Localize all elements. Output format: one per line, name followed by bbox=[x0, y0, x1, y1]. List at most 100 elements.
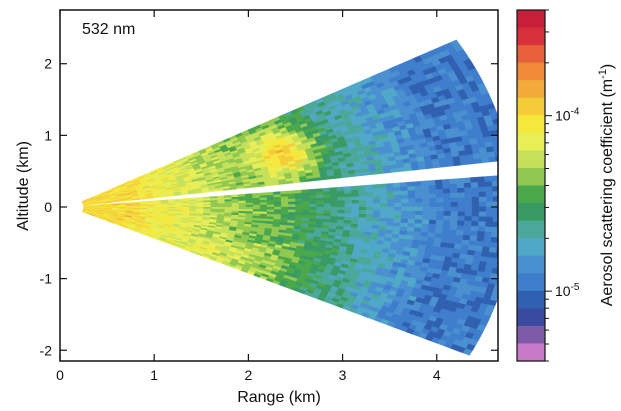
scan-cell bbox=[478, 201, 487, 207]
scan-cell bbox=[189, 206, 197, 209]
colorbar-segment bbox=[517, 273, 545, 292]
x-axis-label: Range (km) bbox=[237, 389, 321, 406]
scan-cell bbox=[486, 256, 496, 264]
x-tick-label: 3 bbox=[339, 367, 347, 383]
scan-cell bbox=[442, 224, 451, 230]
scan-cell bbox=[401, 206, 409, 211]
scan-cell bbox=[399, 226, 408, 232]
colorbar-tick-label: 10-4 bbox=[555, 107, 580, 124]
scan-cell bbox=[308, 215, 317, 219]
scan-cell bbox=[435, 223, 444, 230]
scan-cell bbox=[378, 183, 387, 189]
y-tick-label: -1 bbox=[40, 271, 53, 287]
scan-cell bbox=[295, 211, 303, 216]
scan-cell bbox=[500, 144, 508, 150]
scan-cell bbox=[405, 234, 414, 240]
scan-cell bbox=[407, 185, 416, 191]
scan-cell bbox=[449, 224, 458, 230]
scan-cell bbox=[436, 210, 445, 216]
scan-cell bbox=[464, 215, 473, 222]
scan-cell bbox=[499, 139, 507, 145]
scan-cell bbox=[351, 213, 360, 218]
scan-cell bbox=[457, 215, 466, 221]
scan-cell bbox=[401, 202, 409, 207]
scan-cell bbox=[414, 185, 423, 191]
scan-cell bbox=[259, 204, 268, 207]
colorbar bbox=[516, 9, 546, 362]
scan-cell bbox=[365, 206, 374, 211]
scan-cell bbox=[365, 202, 374, 207]
scan-cell bbox=[238, 206, 247, 210]
scan-cell bbox=[440, 237, 449, 244]
scan-cell bbox=[463, 229, 472, 236]
colorbar-segment bbox=[517, 10, 545, 29]
scan-cell bbox=[477, 230, 486, 237]
scan-cell bbox=[302, 211, 310, 216]
scan-cell bbox=[323, 200, 332, 204]
scan-cell bbox=[449, 187, 458, 194]
scan-cell bbox=[358, 209, 367, 214]
scan-cell bbox=[287, 211, 296, 216]
scan-cell bbox=[461, 239, 470, 246]
scan-cell bbox=[414, 218, 423, 224]
scan-cell bbox=[507, 191, 514, 196]
scan-cell bbox=[323, 215, 331, 220]
scan-cell bbox=[491, 226, 498, 233]
scan-cell bbox=[350, 185, 359, 191]
scan-cell bbox=[471, 211, 480, 217]
scan-cell bbox=[427, 227, 436, 234]
scan-cell bbox=[443, 197, 452, 203]
scan-cell bbox=[386, 217, 395, 223]
scan-cell bbox=[494, 155, 498, 162]
scan-cell bbox=[502, 155, 510, 161]
scan-cell bbox=[484, 175, 493, 182]
scan-cell bbox=[302, 206, 310, 210]
scan-cell bbox=[413, 226, 422, 233]
scan-cell bbox=[500, 191, 507, 196]
scan-cell bbox=[436, 197, 445, 203]
scan-cell bbox=[386, 186, 394, 192]
scan-cell bbox=[372, 213, 381, 218]
scan-cell bbox=[457, 196, 466, 203]
scan-cell bbox=[482, 240, 492, 248]
scan-cell bbox=[315, 218, 324, 223]
scan-cell bbox=[210, 206, 219, 209]
scan-cell bbox=[490, 236, 498, 243]
scan-cell bbox=[457, 201, 466, 207]
scan-cell bbox=[457, 210, 466, 217]
scan-cell bbox=[422, 197, 430, 203]
scan-cell bbox=[294, 189, 303, 194]
scan-cell bbox=[386, 190, 395, 196]
scan-cell bbox=[446, 247, 455, 253]
scan-cell bbox=[492, 221, 498, 228]
scan-cell bbox=[174, 198, 183, 201]
scan-cell bbox=[358, 192, 367, 197]
scan-cell bbox=[421, 184, 430, 190]
scan-cell bbox=[408, 206, 416, 211]
scan-cell bbox=[425, 240, 435, 247]
scan-cell bbox=[446, 242, 456, 249]
scan-cell bbox=[315, 188, 324, 193]
scan-cell bbox=[281, 208, 289, 213]
scan-cell bbox=[449, 219, 458, 226]
scan-cell bbox=[245, 202, 254, 205]
scan-cell bbox=[323, 206, 331, 211]
scan-cell bbox=[477, 225, 486, 232]
scan-cell bbox=[507, 206, 514, 211]
scan-cell bbox=[301, 189, 310, 194]
scan-cell bbox=[385, 183, 394, 188]
y-axis-ticks: -2 -1 0 1 2 bbox=[40, 56, 498, 358]
scan-cell bbox=[489, 294, 498, 302]
colorbar-segment bbox=[517, 27, 545, 46]
scan-cell bbox=[337, 216, 345, 221]
scan-cell bbox=[434, 232, 443, 238]
scan-cell bbox=[252, 208, 261, 212]
scan-cell bbox=[457, 206, 466, 212]
scan-cell bbox=[492, 211, 498, 217]
colorbar-segment bbox=[517, 62, 545, 81]
scan-cell bbox=[468, 239, 478, 246]
scan-cell bbox=[336, 189, 345, 195]
scan-cell bbox=[357, 185, 366, 190]
scan-cell bbox=[231, 208, 240, 212]
scan-cell bbox=[266, 191, 274, 196]
